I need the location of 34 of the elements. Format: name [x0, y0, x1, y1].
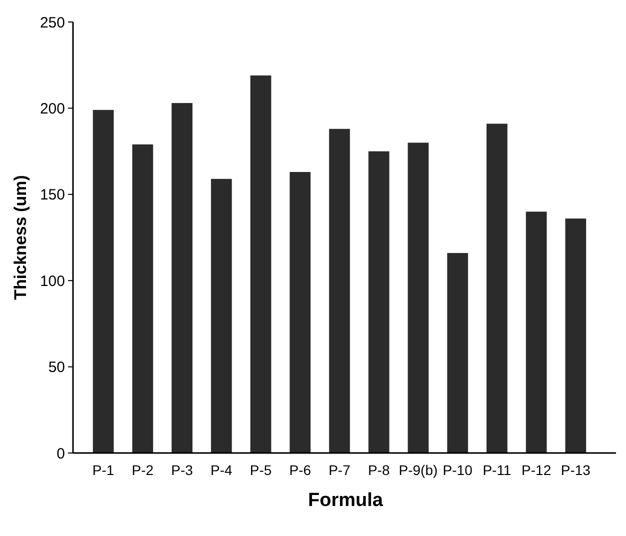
- y-tick-label: 100: [40, 272, 65, 290]
- x-tick-label: P-8: [368, 462, 390, 478]
- x-tick-label: P-10: [442, 462, 473, 478]
- y-tick-label: 0: [56, 445, 65, 462]
- x-tick-label: P-6: [289, 462, 312, 478]
- x-tick-label: P-7: [328, 462, 351, 478]
- x-tick-label: P-12: [522, 462, 552, 478]
- x-tick-label: P-11: [482, 462, 512, 478]
- bar: [290, 172, 311, 453]
- bar: [92, 110, 114, 453]
- x-tick-label: P-3: [171, 462, 194, 478]
- bar: [447, 253, 468, 453]
- bar: [408, 142, 429, 453]
- x-tick-label: P-4: [210, 462, 233, 478]
- x-tick-label: P-13: [560, 462, 591, 478]
- y-axis-title: Thickness (um): [11, 175, 30, 300]
- bar: [132, 144, 154, 453]
- x-tick-label: P-5: [250, 462, 272, 478]
- bar: [250, 75, 272, 453]
- bar: [172, 103, 192, 453]
- x-tick-label: P-9(b): [398, 462, 438, 478]
- y-tick-label: 150: [40, 186, 65, 204]
- bar: [486, 124, 508, 453]
- y-tick-label: 250: [40, 14, 65, 32]
- bar: [565, 218, 586, 453]
- bar: [368, 151, 390, 453]
- x-tick-label: P-1: [92, 462, 114, 478]
- bar: [329, 128, 350, 453]
- x-axis-title: Formula: [308, 490, 384, 511]
- x-tick-label: P-2: [132, 462, 154, 478]
- bar: [210, 178, 232, 453]
- y-tick-label: 50: [48, 359, 65, 376]
- y-tick-label: 200: [40, 100, 65, 118]
- bar: [526, 212, 547, 453]
